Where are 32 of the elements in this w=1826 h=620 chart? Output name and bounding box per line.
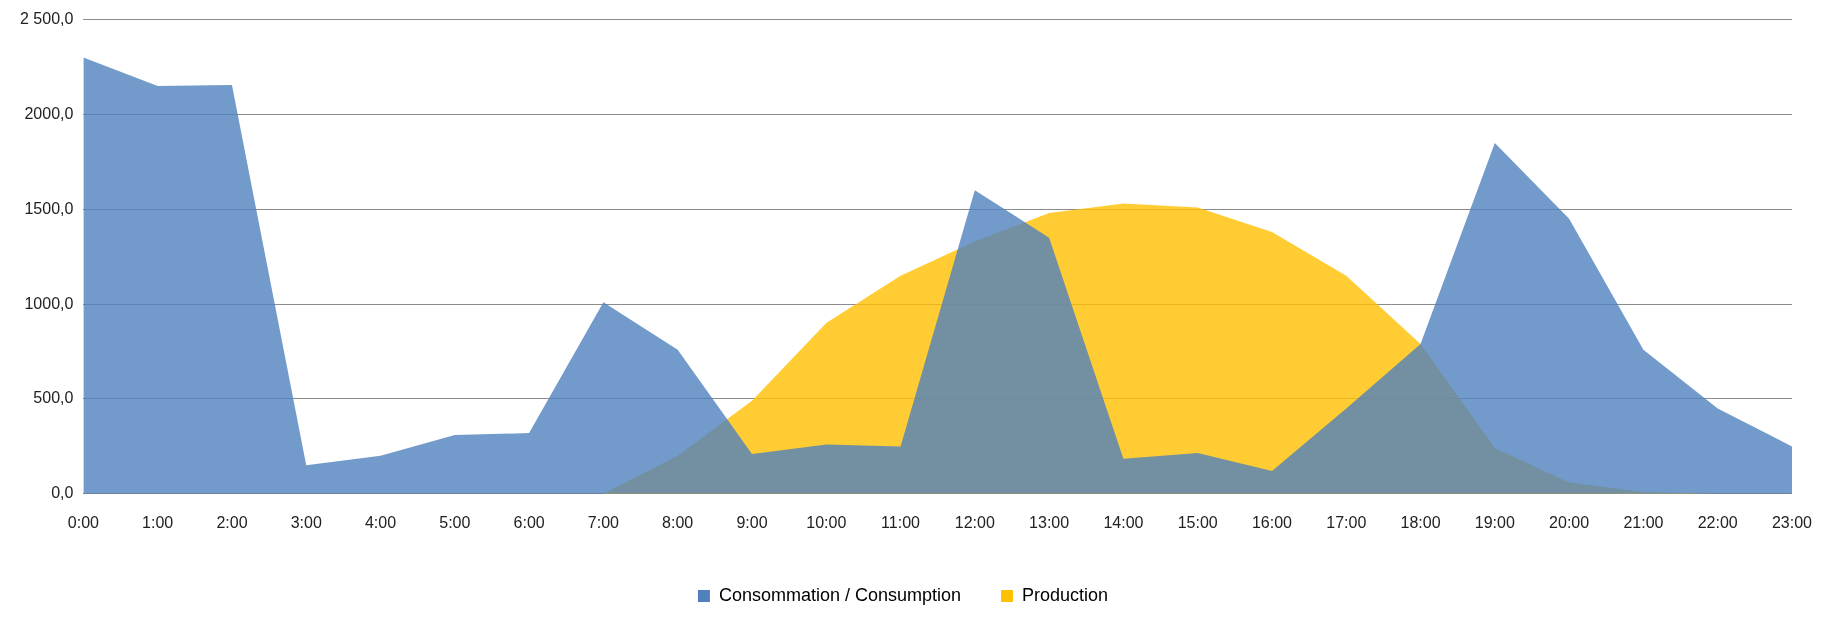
x-tick-label: 3:00 bbox=[290, 513, 322, 531]
x-tick-label: 8:00 bbox=[662, 513, 694, 531]
x-tick-label: 16:00 bbox=[1251, 513, 1293, 531]
legend-label: Production bbox=[1022, 584, 1109, 605]
x-tick-label: 23:00 bbox=[1771, 513, 1813, 531]
x-tick-label: 15:00 bbox=[1177, 513, 1218, 531]
x-tick-label: 20:00 bbox=[1549, 513, 1590, 531]
y-tick-label: 500,0 bbox=[33, 389, 74, 407]
x-tick-label: 21:00 bbox=[1623, 513, 1664, 531]
x-tick-label: 1:00 bbox=[142, 513, 174, 531]
x-tick-label: 5:00 bbox=[439, 513, 471, 531]
x-tick-label: 12:00 bbox=[954, 513, 995, 531]
y-tick-label: 0,0 bbox=[51, 484, 74, 502]
x-tick-label: 18:00 bbox=[1400, 513, 1441, 531]
x-tick-label: 19:00 bbox=[1474, 513, 1515, 531]
x-tick-label: 6:00 bbox=[513, 513, 545, 531]
x-tick-label: 13:00 bbox=[1029, 513, 1070, 531]
x-tick-label: 10:00 bbox=[806, 513, 847, 531]
x-tick-label: 9:00 bbox=[736, 513, 768, 531]
y-tick-label: 2000,0 bbox=[24, 104, 74, 122]
legend-label: Consommation / Consumption bbox=[718, 584, 962, 605]
x-tick-label: 4:00 bbox=[364, 513, 397, 531]
x-tick-label: 7:00 bbox=[587, 513, 620, 531]
x-tick-label: 11:00 bbox=[881, 513, 921, 531]
y-tick-label: 1500,0 bbox=[24, 199, 74, 217]
x-tick-label: 17:00 bbox=[1326, 513, 1367, 531]
x-tick-label: 22:00 bbox=[1697, 513, 1738, 531]
y-tick-label: 2 500,0 bbox=[19, 10, 74, 28]
x-tick-label: 0:00 bbox=[67, 513, 100, 531]
x-tick-label: 2:00 bbox=[216, 513, 248, 531]
y-tick-label: 1000,0 bbox=[24, 294, 74, 312]
x-tick-label: 14:00 bbox=[1103, 513, 1144, 531]
